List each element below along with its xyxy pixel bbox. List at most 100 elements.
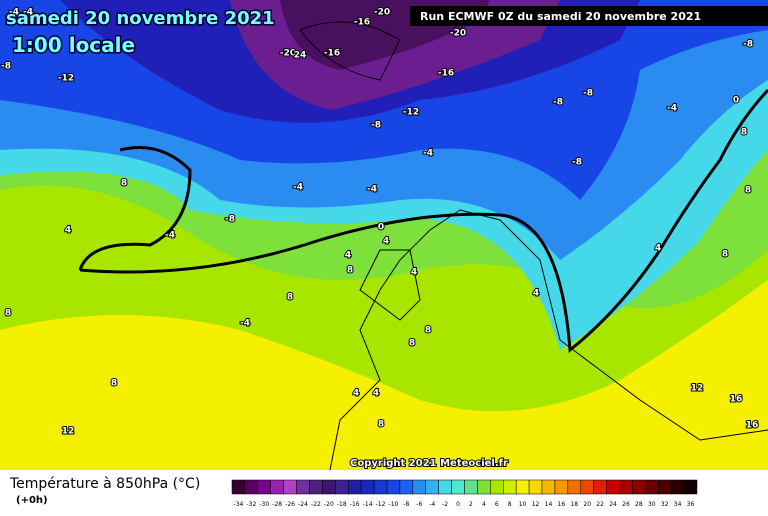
contour-label: 0 xyxy=(733,96,739,106)
legend-swatch xyxy=(464,479,478,495)
legend-swatch xyxy=(683,479,698,495)
legend-swatch xyxy=(645,479,659,495)
legend-swatch xyxy=(606,479,620,495)
legend-label: -30 xyxy=(259,501,269,508)
copyright: Copyright 2021 Meteociel.fr xyxy=(350,458,508,469)
legend-swatch xyxy=(335,479,349,495)
legend-label: 34 xyxy=(674,501,682,508)
contour-label: 4 xyxy=(65,226,71,236)
legend-label: 8 xyxy=(508,501,512,508)
contour-label: 8 xyxy=(722,250,728,260)
run-box xyxy=(410,6,768,26)
legend-swatch xyxy=(348,479,362,495)
legend-label: 0 xyxy=(456,501,460,508)
legend-label: -16 xyxy=(350,501,360,508)
legend-label: -6 xyxy=(416,501,422,508)
contour-label: 8 xyxy=(5,309,11,319)
contour-label: -8 xyxy=(225,215,235,225)
contour-label: -4 xyxy=(9,8,19,18)
legend-swatch xyxy=(541,479,556,495)
contour-label: 8 xyxy=(287,293,293,303)
legend-label: -32 xyxy=(246,501,256,508)
contour-label: -20 xyxy=(450,29,466,39)
contour-label: 8 xyxy=(425,326,431,336)
legend-swatch xyxy=(373,479,388,495)
legend-swatch xyxy=(658,479,672,495)
legend-swatch xyxy=(283,479,297,495)
contour-label: -4 xyxy=(165,231,175,241)
contour-label: 4 xyxy=(345,251,351,261)
contour-label: -4 xyxy=(240,319,250,329)
legend-swatch xyxy=(451,479,465,495)
legend-swatch xyxy=(399,479,414,495)
contour-label: -4 xyxy=(423,149,433,159)
contour-label: -16 xyxy=(354,18,370,28)
legend-label: 36 xyxy=(687,501,695,508)
contour-label: -12 xyxy=(58,74,74,84)
legend-swatch xyxy=(515,479,530,495)
legend-label: 18 xyxy=(570,501,578,508)
legend-label: 14 xyxy=(545,501,553,508)
contour-label: 4 xyxy=(353,389,359,399)
contour-label: -4 xyxy=(23,8,33,18)
contour-label: 8 xyxy=(741,128,747,138)
legend-swatch xyxy=(438,479,452,495)
legend-label: 6 xyxy=(495,501,499,508)
date: samedi 20 novembre 2021 xyxy=(6,8,275,29)
legend-label: -26 xyxy=(285,501,295,508)
run-label: Run ECMWF 0Z du samedi 20 novembre 2021 xyxy=(420,10,701,23)
legend-label: -4 xyxy=(429,501,435,508)
contour-label: 4 xyxy=(655,244,661,254)
contour-label: 4 xyxy=(373,389,379,399)
legend-label: 10 xyxy=(519,501,527,508)
legend-label: -24 xyxy=(298,501,308,508)
legend-swatch xyxy=(503,479,517,495)
contour-label: -20 xyxy=(280,49,296,59)
legend-label: 16 xyxy=(558,501,566,508)
contour-label: 8 xyxy=(409,339,415,349)
legend-label: 4 xyxy=(482,501,486,508)
legend-swatch xyxy=(257,479,272,495)
contour-label: -8 xyxy=(1,62,11,72)
legend-swatch xyxy=(477,479,491,495)
legend-swatch xyxy=(632,479,646,495)
legend-swatch xyxy=(567,479,581,495)
contour-label: -20 xyxy=(374,8,390,18)
contour-label: 4 xyxy=(533,289,539,299)
legend-label: 12 xyxy=(532,501,540,508)
legend-swatch xyxy=(425,479,439,495)
legend-label: -14 xyxy=(363,501,373,508)
contour-label: -8 xyxy=(572,158,582,168)
legend-step: (+0h) xyxy=(16,495,48,506)
legend-label: -34 xyxy=(234,501,244,508)
contour-label: 0 xyxy=(378,223,384,233)
legend-swatch xyxy=(244,479,259,495)
legend-swatch xyxy=(580,479,594,495)
contour-label: -4 xyxy=(367,185,377,195)
legend-label: 20 xyxy=(583,501,591,508)
legend-label: -10 xyxy=(389,501,399,508)
contour-label: 8 xyxy=(121,179,127,189)
legend-title: Température à 850hPa (°C) xyxy=(9,476,200,492)
contour-label: 16 xyxy=(730,395,743,405)
legend-label: 22 xyxy=(596,501,604,508)
legend-swatch xyxy=(593,479,607,495)
legend-label: -2 xyxy=(442,501,448,508)
legend-swatch xyxy=(309,479,323,495)
contour-label: 12 xyxy=(62,427,75,437)
coastline xyxy=(329,209,768,471)
legend-label: -28 xyxy=(272,501,282,508)
contour-label: -8 xyxy=(743,40,753,50)
contour-label: 12 xyxy=(691,384,704,394)
legend-swatch xyxy=(490,479,504,495)
legend-swatch xyxy=(296,479,310,495)
legend-label: -12 xyxy=(376,501,386,508)
contour-label: -12 xyxy=(403,108,419,118)
legend-swatch xyxy=(231,479,246,495)
contour-label: 24 xyxy=(294,51,307,61)
legend-swatch xyxy=(386,479,401,495)
contour-label: -16 xyxy=(438,69,454,79)
contour-label: -4 xyxy=(667,104,677,114)
